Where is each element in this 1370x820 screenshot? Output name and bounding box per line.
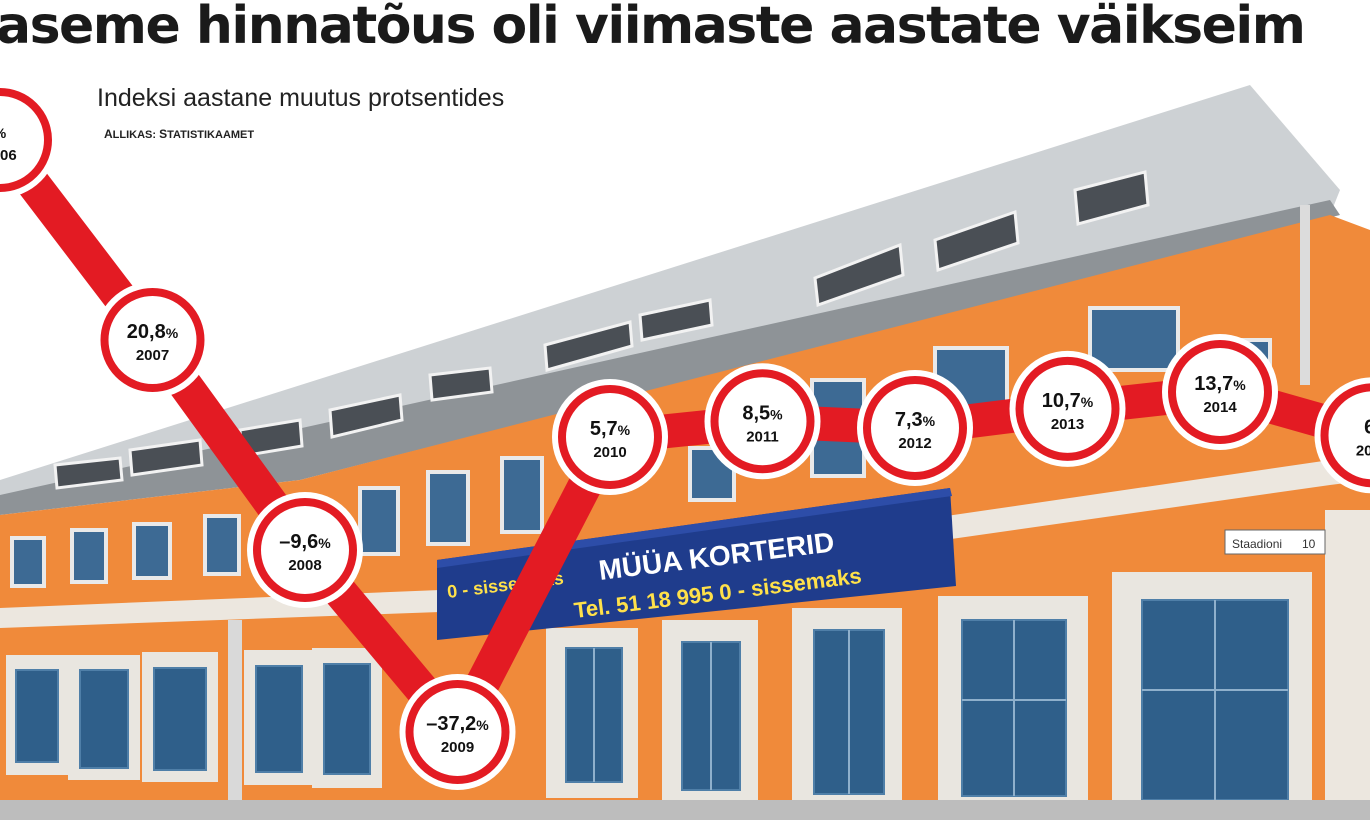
data-point-2014: 13,7% 2014 xyxy=(1162,334,1278,450)
data-label: 8,5% xyxy=(742,402,783,424)
marker-ring xyxy=(863,376,967,480)
x-tick-label: 2008 xyxy=(288,557,321,574)
marker-ring xyxy=(558,385,662,489)
data-label: 20,8% xyxy=(127,321,179,343)
x-tick-label: 2014 xyxy=(1203,399,1237,416)
series-line xyxy=(0,129,1370,749)
data-point-2007: 20,8% 2007 xyxy=(94,282,211,398)
x-tick-label: 2011 xyxy=(746,428,779,445)
data-point-2012: 7,3% 2012 xyxy=(857,370,973,486)
marker-ring xyxy=(1168,340,1272,444)
data-point-2008: –9,6% 2008 xyxy=(247,492,363,608)
x-tick-label: 2009 xyxy=(441,739,474,756)
street-number: 10 xyxy=(1302,537,1316,551)
x-tick-label: 2010 xyxy=(593,444,626,461)
marker-ring xyxy=(1015,356,1120,461)
data-label: –37,2% xyxy=(426,713,489,735)
data-point-2010: 5,7% 2010 xyxy=(552,379,668,495)
marker-ring xyxy=(1320,383,1370,488)
data-point-2013: 10,7% 2013 xyxy=(1009,350,1126,467)
marker-ring xyxy=(100,288,205,392)
chart-source: ALLIKAS: STATISTIKAAMET xyxy=(104,127,255,141)
x-tick-label: 2012 xyxy=(898,435,931,452)
street-sign: Staadioni xyxy=(1232,537,1282,551)
chart-subtitle: Indeksi aastane muutus protsentides xyxy=(97,84,505,112)
marker-ring xyxy=(710,369,815,474)
chart-title: aseme hinnatõus oli viimaste aastate väi… xyxy=(0,0,1306,56)
data-label: 10,7% xyxy=(1042,390,1094,412)
data-point-2006: % 2006 xyxy=(0,82,58,198)
data-label: 7,3% xyxy=(895,409,936,431)
x-tick-label: 2015 xyxy=(1356,442,1370,459)
marker-ring xyxy=(405,680,510,784)
x-tick-label: 2007 xyxy=(136,347,169,364)
data-point-2015: 6, 2015 xyxy=(1314,377,1370,494)
data-label: 6, xyxy=(1364,416,1370,438)
marker-ring xyxy=(253,498,357,602)
data-label: –9,6% xyxy=(279,531,331,553)
data-label: % xyxy=(0,125,7,141)
data-label: 5,7% xyxy=(590,418,631,440)
marker-ring xyxy=(0,88,52,192)
x-tick-label: 2006 xyxy=(0,147,17,164)
data-label: 13,7% xyxy=(1194,373,1246,395)
data-point-2011: 8,5% 2011 xyxy=(704,363,821,480)
x-tick-label: 2013 xyxy=(1051,416,1084,433)
data-point-2009: –37,2% 2009 xyxy=(399,674,516,790)
